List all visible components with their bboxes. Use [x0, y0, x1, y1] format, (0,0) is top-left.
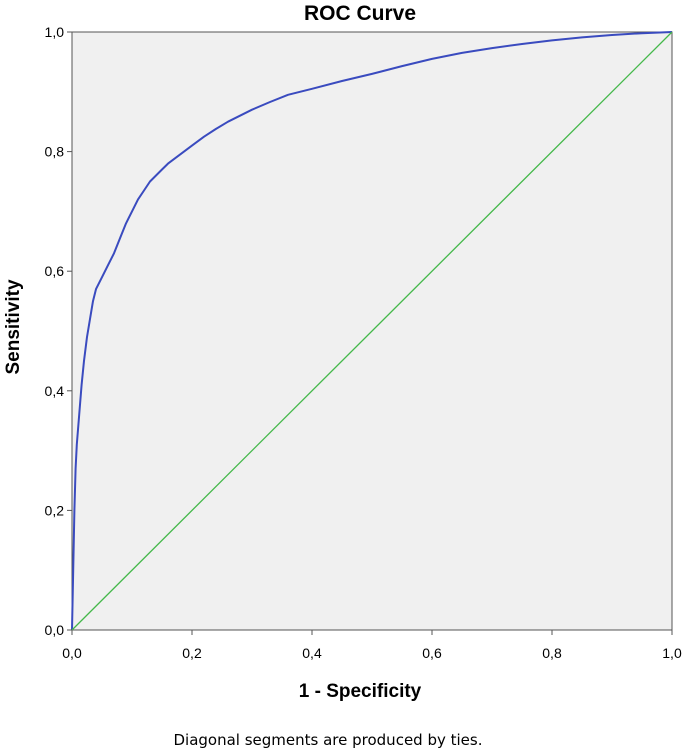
roc-curve-line — [71, 31, 673, 631]
x-tick-label: 0,4 — [302, 645, 322, 661]
y-tick-label: 0,8 — [45, 144, 65, 160]
y-tick-label: 0,2 — [45, 502, 65, 518]
chart-footnote: Diagonal segments are produced by ties. — [173, 731, 482, 749]
chart-title: ROC Curve — [304, 2, 416, 25]
x-axis-label: 1 - Specificity — [299, 681, 422, 702]
ticks-layer: 0,0 0,2 0,4 0,6 0,8 1,0 0,0 0,2 0,4 0,6 0,8 1,0 — [45, 24, 682, 661]
series-layer — [71, 31, 673, 631]
x-tick-label: 0,0 — [62, 645, 82, 661]
reference-diagonal-line — [71, 31, 673, 631]
y-tick-label: 1,0 — [45, 24, 65, 40]
x-tick-label: 1,0 — [662, 645, 682, 661]
x-tick-label: 0,2 — [182, 645, 202, 661]
y-axis-label: Sensitivity — [3, 279, 24, 374]
y-tick-label: 0,4 — [45, 383, 65, 399]
y-tick-label: 0,6 — [45, 263, 65, 279]
x-tick-label: 0,6 — [422, 645, 442, 661]
y-tick-label: 0,0 — [45, 622, 65, 638]
x-tick-label: 0,8 — [542, 645, 562, 661]
